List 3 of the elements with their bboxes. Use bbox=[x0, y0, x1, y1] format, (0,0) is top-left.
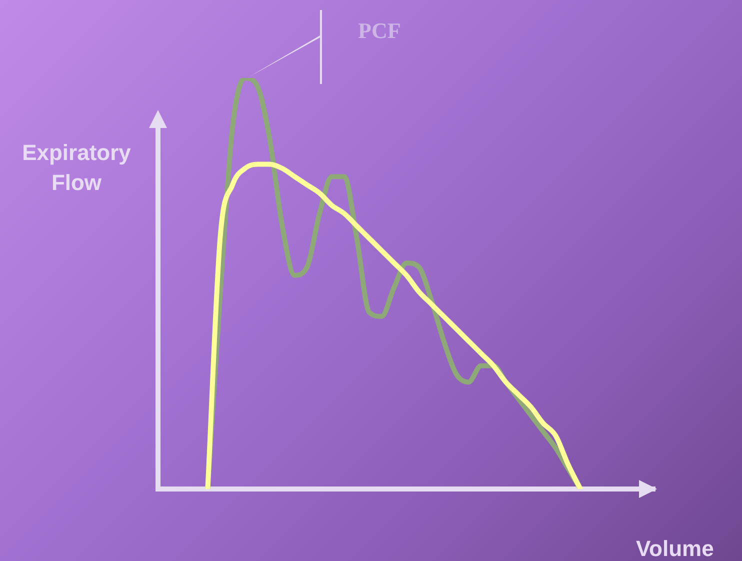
text: PCF bbox=[358, 18, 401, 44]
y-axis-title: Expiratory Flow bbox=[21, 139, 132, 197]
x-axis-title: Volume bbox=[636, 535, 714, 561]
